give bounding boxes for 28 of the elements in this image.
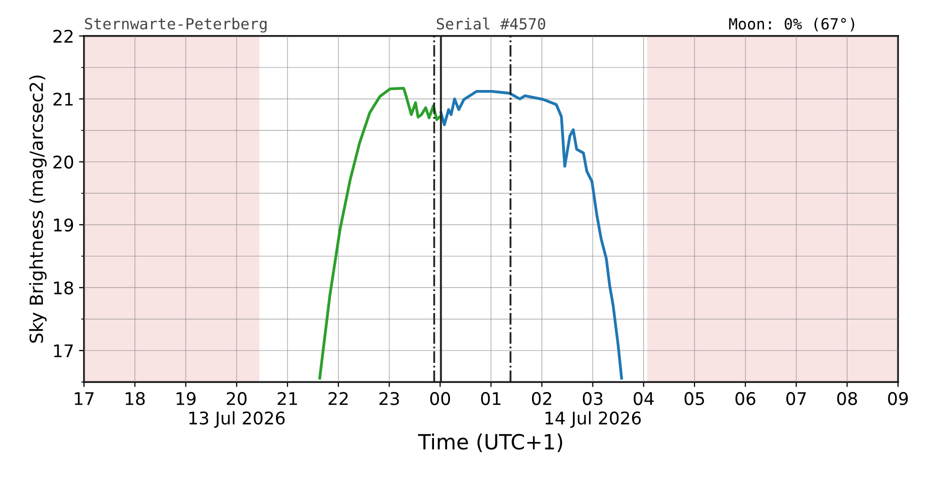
x-tick-label: 00 bbox=[430, 392, 450, 406]
x-tick-label: 17 bbox=[74, 392, 94, 405]
y-axis-title: Sky Brightness (mag/arcsec2) bbox=[29, 76, 47, 343]
y-tick-label: 20 bbox=[53, 156, 74, 169]
line-series bbox=[318, 86, 442, 380]
x-axis-title: Time (UTC+1) bbox=[418, 434, 562, 452]
y-tick-label: 18 bbox=[54, 281, 74, 294]
y-tick-label: 17 bbox=[54, 344, 73, 358]
x-tick-label: 08 bbox=[837, 392, 857, 406]
line-series bbox=[440, 90, 623, 380]
x-tick-label: 22 bbox=[328, 392, 348, 405]
x-tick-label: 04 bbox=[634, 392, 654, 406]
x-tick-label: 09 bbox=[888, 392, 908, 406]
x-tick-label: 23 bbox=[379, 392, 399, 406]
y-tick-label: 19 bbox=[54, 218, 74, 232]
x-tick-label: 07 bbox=[786, 392, 806, 406]
x-tick-label: 05 bbox=[684, 392, 704, 406]
y-tick-label: 22 bbox=[53, 30, 73, 43]
text: Serial #4570 bbox=[436, 18, 546, 30]
x-tick-label: 02 bbox=[532, 392, 552, 406]
text: Sternwarte-Peterberg bbox=[85, 18, 267, 33]
x-tick-label: 01 bbox=[481, 392, 500, 406]
x-tick-label: 06 bbox=[735, 392, 756, 406]
x-tick-label: 19 bbox=[176, 392, 196, 406]
y-tick-label: 21 bbox=[53, 92, 73, 106]
x-tick-label: 21 bbox=[278, 392, 297, 405]
x-tick-label: 18 bbox=[126, 392, 145, 406]
text: Moon: 0% (67°) bbox=[729, 18, 854, 32]
